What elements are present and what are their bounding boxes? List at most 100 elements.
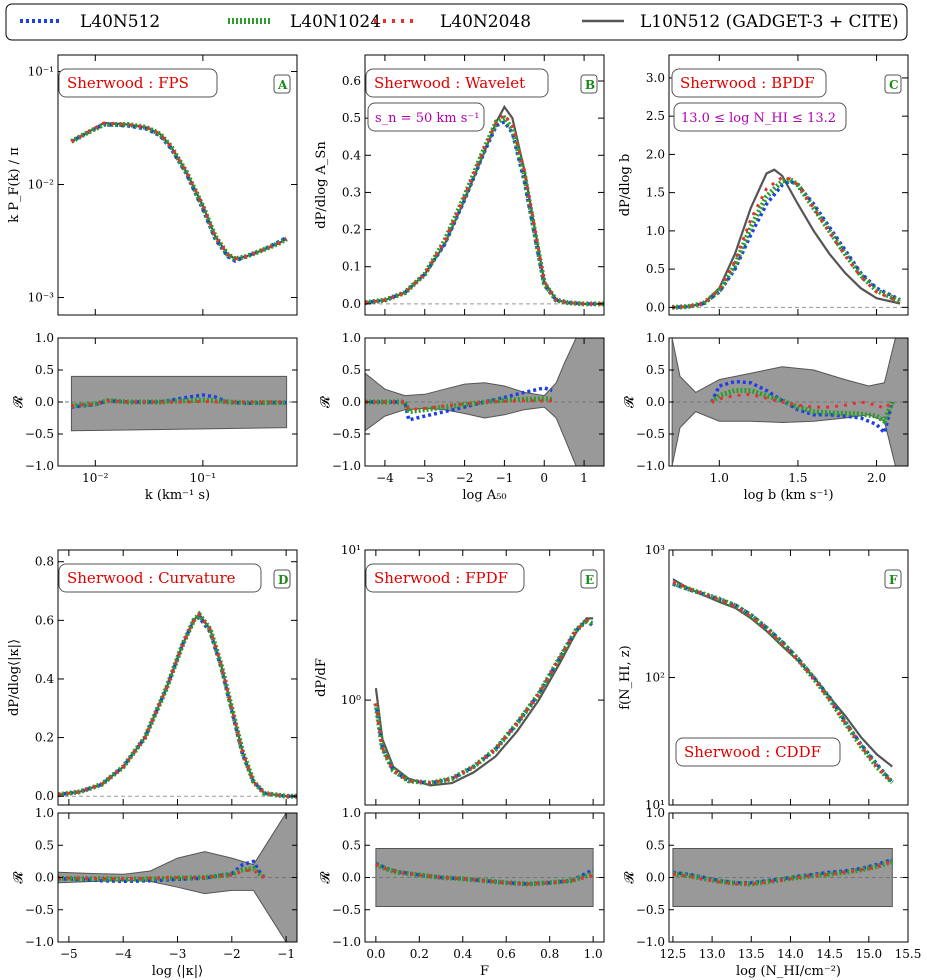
- panel-F-ratio-ylabel: 𝓡: [622, 871, 637, 884]
- panel-C-xlabel: log b (km s⁻¹): [743, 488, 833, 503]
- panel-D-letter-box: [273, 569, 291, 589]
- panel-F-ratio-ytick-label: −0.5: [636, 903, 665, 917]
- panel-D-ytick-label: 0.0: [35, 789, 54, 803]
- legend-frame: [5, 3, 908, 41]
- panel-D-xtick-label: −5: [60, 947, 78, 961]
- panel-F-title: Sherwood : CDDF: [684, 743, 821, 761]
- legend-label-l40n1024: L40N1024: [290, 12, 381, 32]
- panel-A-line-l40n1024: [70, 122, 288, 262]
- panel-E-line-l40n2048: [374, 618, 594, 785]
- panel-E-main: 10⁰ 10¹ dP/dF: [314, 543, 605, 806]
- panel-F-xtick-label: 13.5: [738, 947, 765, 961]
- panel-B-note: s_n = 50 km s⁻¹: [375, 111, 479, 126]
- panel-C-ratio-ytick-label: −0.5: [636, 427, 665, 441]
- panel-C-ytick-label: 2.5: [646, 109, 665, 123]
- panel-F-xtick-label: 15.5: [895, 947, 922, 961]
- panel-D-letter: D: [278, 573, 288, 587]
- panel-B-ytick-label: 0.4: [342, 148, 361, 162]
- panel-B-xtick-label: 1: [580, 471, 588, 485]
- panel-D-ylabel: dP/dlog⟨|κ|⟩: [7, 639, 22, 716]
- panel-E-ratio-plot: [365, 848, 604, 907]
- panel-D-title: Sherwood : Curvature: [67, 569, 236, 587]
- panel-F-ratio-plot: [669, 848, 908, 907]
- legend: L40N512 L40N1024 L40N2048 L10N512 (GADGE…: [5, 3, 908, 41]
- panel-A-ratio-plot: [58, 375, 297, 432]
- panel-A-xlabel: k (km⁻¹ s): [145, 488, 210, 503]
- panel-D-ytick-label: 0.8: [35, 555, 54, 569]
- panel-D-labels: Sherwood : Curvature D: [58, 563, 291, 593]
- panel-D-ratio-ytick-label: −0.5: [25, 903, 54, 917]
- panel-E-ratio-ytick-label: −0.5: [332, 903, 361, 917]
- panel-C-line-l40n512: [672, 179, 901, 310]
- panel-A-ratio-ytick-label: 0.0: [35, 395, 54, 409]
- panel-C-frame: [668, 54, 909, 316]
- panel-D-line-l40n512: [58, 615, 297, 798]
- panel-B-ylabel: dP/dlog A_Sn: [314, 141, 329, 229]
- panel-C-xtick-label: 1.5: [788, 471, 807, 485]
- panel-D-xtick-label: −4: [114, 947, 132, 961]
- panel-B-ratio-ytick-label: −1.0: [332, 459, 361, 473]
- panel-C-labels: Sherwood : BPDF C 13.0 ≤ log N_HI ≤ 13.2: [671, 68, 902, 132]
- panel-A-title-box: [58, 68, 218, 98]
- panel-C-line-l40n1024: [671, 176, 902, 310]
- panel-D-xtick-label: −2: [223, 947, 241, 961]
- panel-D-line-l10n512-gadget-3-cite: [58, 612, 297, 798]
- panel-E-frame: [364, 549, 605, 806]
- panel-A-ratio-line-l40n512: [71, 393, 287, 409]
- panel-F-ytick-label: 10²: [645, 671, 665, 685]
- panel-C-series: [671, 168, 902, 310]
- panel-F-ytick-label: 10¹: [645, 798, 665, 812]
- panel-C-ratio-plot: [669, 338, 908, 466]
- panel-B-xtick-label: −4: [376, 471, 394, 485]
- panel-B-ytick-label: 0.0: [342, 297, 361, 311]
- panel-E-xtick-label: 0.4: [453, 947, 472, 961]
- panel-A-title: Sherwood : FPS: [67, 74, 189, 92]
- panel-D-ratio-plot: [58, 813, 297, 942]
- panel-C-line-l40n2048: [672, 175, 901, 309]
- panel-D-xtick-label: −1: [277, 947, 295, 961]
- panel-A-letter-box: [273, 74, 291, 94]
- panel-E-xtick-label: 0.2: [410, 947, 429, 961]
- panel-E-xtick-label: 0.6: [497, 947, 516, 961]
- panel-D-xlabel: log ⟨|κ|⟩: [152, 964, 203, 979]
- panel-C-ratio-ytick-label: −1.0: [636, 459, 665, 473]
- panel-A-ratio: −1.0 −0.5 0.0 0.5 1.0 10⁻² 10⁻¹ 𝓡k (km⁻¹ s): [11, 331, 298, 503]
- panel-F-ratio-ytick-label: 0.0: [646, 871, 665, 885]
- panel-D-ytick-label: 0.6: [35, 613, 54, 627]
- panel-C-ytick-label: 3.0: [646, 71, 665, 85]
- panel-F-ratio-ytick-label: 0.5: [646, 838, 665, 852]
- panel-D-title-box: [58, 563, 262, 593]
- panel-D-main: 0.0 0.2 0.4 0.6 0.8 dP/dlog⟨|κ|⟩: [7, 549, 298, 806]
- panel-E-ratio-ytick-label: 0.0: [342, 871, 361, 885]
- panel-D-line-l40n1024: [58, 610, 297, 799]
- panel-A-xtick-label: 10⁻¹: [190, 471, 216, 485]
- panel-E-letter-box: [580, 569, 598, 589]
- panel-B-xtick-label: −1: [496, 471, 514, 485]
- panel-E-labels: Sherwood : FPDF E: [365, 563, 598, 593]
- panel-A-ytick-label: 10⁻¹: [28, 65, 54, 79]
- panel-E-xtick-label: 1.0: [584, 947, 603, 961]
- panel-D-series: [58, 610, 297, 799]
- panel-C-ratio-ytick-label: 0.5: [646, 363, 665, 377]
- panel-C-ylabel: dP/dlog b: [618, 154, 633, 217]
- panel-A-line-l10n512-gadget-3-cite: [70, 121, 288, 260]
- panel-C-xtick-label: 1.0: [710, 471, 729, 485]
- panel-B-ratio-ytick-label: 0.0: [342, 395, 361, 409]
- panel-A-main: 10⁻³ 10⁻² 10⁻¹ k P_F(k) / π: [7, 54, 298, 316]
- panel-B-letter-box: [580, 74, 598, 94]
- panel-B-xtick-label: 0: [540, 471, 548, 485]
- panel-B-xlabel: log A₅₀: [462, 488, 506, 503]
- panel-B-ratio-plot: [365, 338, 604, 466]
- panel-A-ratio-ytick-label: −1.0: [25, 459, 54, 473]
- panel-C-ratio-line-l40n2048: [710, 392, 894, 411]
- panel-F-labels: Sherwood : CDDF F: [675, 569, 902, 767]
- panel-B-title: Sherwood : Wavelet: [374, 74, 525, 92]
- panel-C-ratio-ytick-label: 0.0: [646, 395, 665, 409]
- panel-A-ytick-label: 10⁻³: [28, 290, 55, 304]
- panel-E-ytick-label: 10¹: [341, 543, 361, 557]
- panel-C-ytick-label: 1.5: [646, 186, 665, 200]
- panel-E-xtick-label: 0.8: [540, 947, 559, 961]
- panel-A-line-l40n512: [70, 122, 288, 264]
- panel-E-xlabel: F: [480, 964, 489, 979]
